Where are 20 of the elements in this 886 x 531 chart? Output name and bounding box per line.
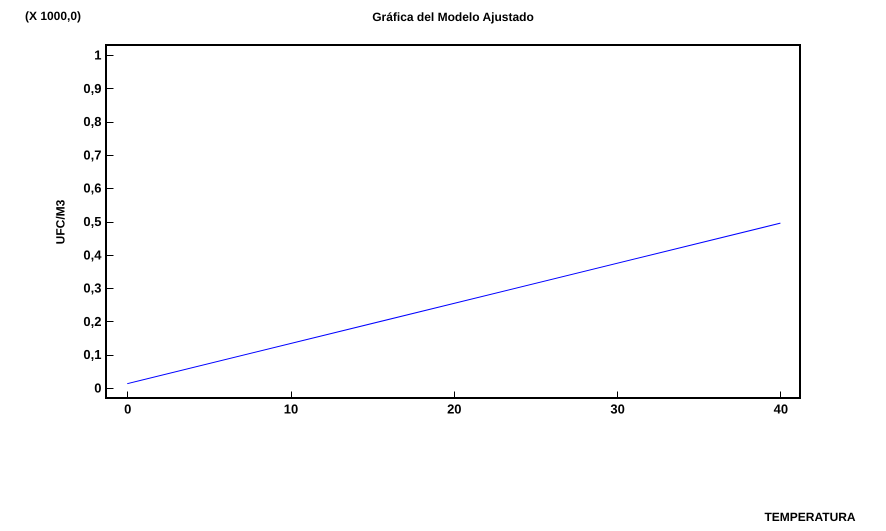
y-tick-label: 0,6 [83,180,102,196]
text: (X 1000,0) [24,9,82,23]
chart-title: Gráfica del Modelo Ajustado [372,10,534,24]
y-tick-label: 0,4 [83,247,102,262]
y-tick-label: 0,2 [83,314,102,329]
y-axis-title: UFC/M3 [53,199,68,244]
y-tick-label: 0,5 [83,214,102,229]
y-tick-label: 0,3 [83,280,102,296]
x-tick-label: 40 [774,402,788,416]
y-tick-label: 1 [94,47,102,62]
y-tick-label: 0,8 [83,114,102,130]
y-tick-label: 0,9 [83,80,102,96]
x-tick-label: 20 [447,402,462,416]
text: TEMPERATURA [764,510,856,524]
x-tick-label: 10 [284,402,298,416]
y-tick-label: 0,7 [83,147,102,162]
y-tick-label: 0,1 [83,347,102,362]
x-tick-label: 0 [124,402,132,416]
y-tick-label: 0 [94,380,102,396]
x-tick-label: 30 [610,402,625,416]
